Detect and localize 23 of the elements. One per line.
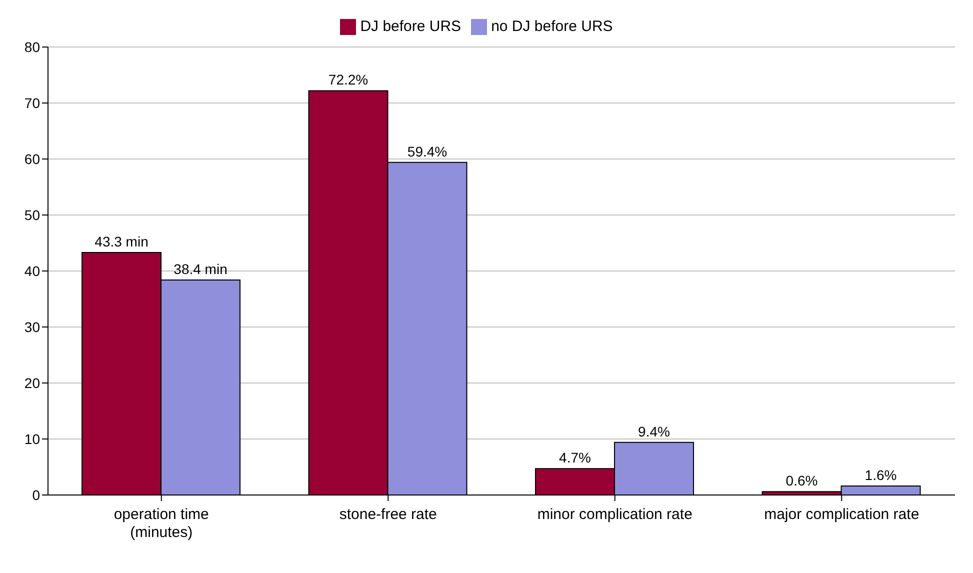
data-label: 38.4 min [174,260,228,277]
data-label: 59.4% [407,143,448,160]
data-label: 72.2% [328,72,368,88]
y-tick-label: 60 [24,150,40,167]
data-label: 43.3 min [94,234,148,250]
x-tick-label: major complication rate [764,506,920,523]
data-label: 1.6% [864,467,897,484]
x-tick-label: operation time (minutes) [114,506,209,541]
x-tick-label: minor complication rate [537,506,692,523]
y-tick-label: 40 [24,262,40,279]
data-label: 4.7% [559,450,591,466]
y-tick-label: 80 [24,39,40,55]
y-tick-label: 70 [24,94,40,111]
data-label: 9.4% [638,423,670,440]
data-label: 0.6% [786,472,818,489]
y-tick-label: 50 [24,206,40,223]
y-tick-label: 20 [24,374,40,391]
y-tick-label: 0 [32,486,40,503]
y-tick-label: 10 [24,430,40,447]
x-tick-label: stone-free rate [339,506,437,523]
y-tick-label: 30 [24,318,40,335]
legend-label: DJ before URS [360,18,462,35]
legend-label: no DJ before URS [491,18,613,35]
